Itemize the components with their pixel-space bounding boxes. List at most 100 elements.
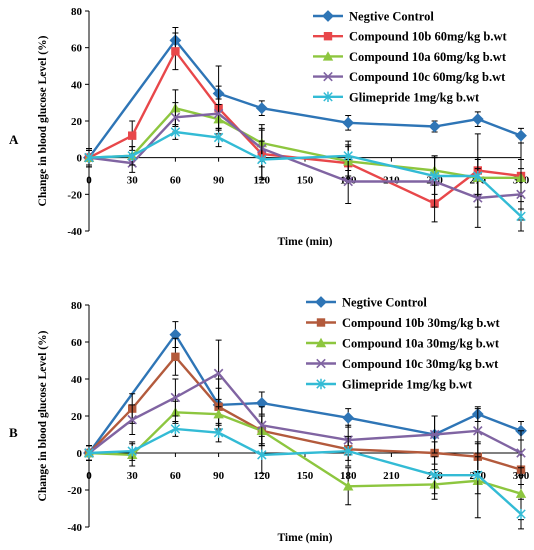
data-point — [213, 368, 224, 379]
data-point — [127, 445, 137, 457]
x-axis-title: Time (min) — [277, 236, 332, 248]
panel-label: A — [9, 132, 19, 147]
data-point — [516, 211, 526, 222]
data-point — [428, 120, 441, 133]
legend-entry: Compound 10b 30mg/kg b.wt — [342, 316, 501, 330]
series-2 — [83, 398, 527, 521]
legend-marker — [323, 91, 333, 102]
legend-marker — [323, 71, 333, 82]
y-tick-label: 60 — [71, 337, 83, 349]
x-tick-label: 60 — [170, 175, 182, 187]
chart-panel-B: -40-200204060800306090120150180210240270… — [9, 296, 530, 545]
y-tick-label: 40 — [71, 374, 83, 386]
data-point — [516, 448, 526, 458]
data-point — [429, 470, 440, 481]
legend-marker — [316, 378, 326, 390]
y-tick-label: 0 — [77, 153, 83, 165]
y-tick-label: 40 — [71, 79, 83, 91]
data-point — [84, 447, 94, 459]
data-point — [171, 352, 180, 361]
series-3 — [84, 339, 526, 476]
y-tick-label: 20 — [71, 116, 83, 128]
data-point — [170, 112, 181, 123]
y-tick-label: 0 — [77, 448, 83, 460]
y-axis-title: Change in blood glucose Level (%) — [37, 35, 49, 206]
data-point — [343, 481, 354, 491]
data-point — [128, 131, 137, 140]
data-point — [342, 116, 355, 129]
data-point — [257, 449, 267, 461]
x-tick-label: 210 — [383, 470, 400, 482]
data-point — [473, 193, 483, 203]
legend-marker — [323, 32, 333, 41]
data-point — [429, 170, 440, 182]
y-axis-title: Change in blood glucose Level (%) — [37, 330, 49, 501]
data-point — [343, 445, 353, 457]
legend-entry: Compound 10c 60mg/kg b.wt — [349, 70, 506, 84]
y-tick-label: -40 — [67, 522, 82, 534]
data-point — [257, 420, 267, 431]
y-tick-label: 80 — [71, 6, 83, 18]
data-point — [127, 414, 137, 425]
data-point — [170, 423, 181, 435]
legend: Negtive Control Compound 10b 30mg/kg b.wt… — [306, 296, 501, 392]
data-point — [343, 176, 353, 187]
x-tick-label: 60 — [170, 470, 182, 482]
legend-entry: Compound 10c 30mg/kg b.wt — [342, 357, 499, 371]
x-tick-label: 120 — [254, 175, 271, 187]
data-point — [516, 189, 526, 200]
series-4 — [84, 421, 526, 530]
legend-marker — [316, 358, 326, 369]
y-tick-label: -20 — [67, 485, 82, 497]
y-tick-label: 60 — [71, 43, 83, 55]
data-point — [213, 132, 224, 143]
x-tick-label: 90 — [213, 175, 225, 187]
legend-entry: Compound 10b 60mg/kg b.wt — [349, 30, 508, 44]
data-point — [429, 429, 440, 440]
data-point — [343, 150, 353, 162]
data-point — [213, 408, 224, 419]
data-point — [127, 150, 137, 162]
legend-marker — [322, 51, 334, 61]
x-tick-label: 30 — [127, 175, 139, 187]
data-point — [255, 102, 268, 115]
data-point — [170, 126, 181, 138]
legend-entry: Negtive Control — [349, 10, 434, 24]
series-line — [88, 38, 522, 159]
data-point — [473, 470, 483, 481]
data-point — [473, 170, 483, 182]
data-point — [516, 508, 526, 520]
legend-marker — [315, 296, 327, 308]
data-point — [213, 108, 224, 119]
x-axis-title: Time (min) — [277, 532, 332, 544]
x-tick-label: 0 — [86, 175, 92, 187]
data-point — [170, 392, 181, 403]
x-tick-label: 90 — [213, 470, 225, 482]
data-point — [515, 129, 527, 142]
legend: Negtive Control Compound 10b 60mg/kg b.wt… — [313, 10, 508, 104]
data-point — [471, 113, 484, 126]
y-tick-label: 80 — [71, 300, 83, 312]
data-point — [473, 426, 483, 436]
y-tick-label: -20 — [67, 189, 82, 201]
data-point — [84, 152, 94, 163]
data-point — [257, 154, 267, 165]
y-tick-label: 20 — [71, 411, 83, 423]
legend-marker — [316, 318, 326, 327]
legend-entry: Negtive Control — [342, 296, 427, 310]
x-tick-label: 150 — [297, 470, 314, 482]
series-4 — [84, 124, 526, 232]
legend-marker — [322, 10, 334, 22]
legend-entry: Compound 10a 30mg/kg b.wt — [342, 337, 500, 351]
legend-entry: Compound 10a 60mg/kg b.wt — [349, 50, 507, 64]
x-tick-label: 0 — [86, 470, 92, 482]
series-line — [88, 332, 522, 454]
legend-marker — [315, 337, 327, 348]
legend-entry: Glimepride 1mg/kg b.wt — [342, 378, 473, 392]
legend-entry: Glimepride 1mg/kg b.wt — [349, 90, 480, 104]
y-tick-label: -40 — [67, 226, 82, 238]
x-tick-label: 150 — [297, 175, 314, 187]
data-point — [213, 427, 224, 438]
data-point — [171, 47, 180, 56]
